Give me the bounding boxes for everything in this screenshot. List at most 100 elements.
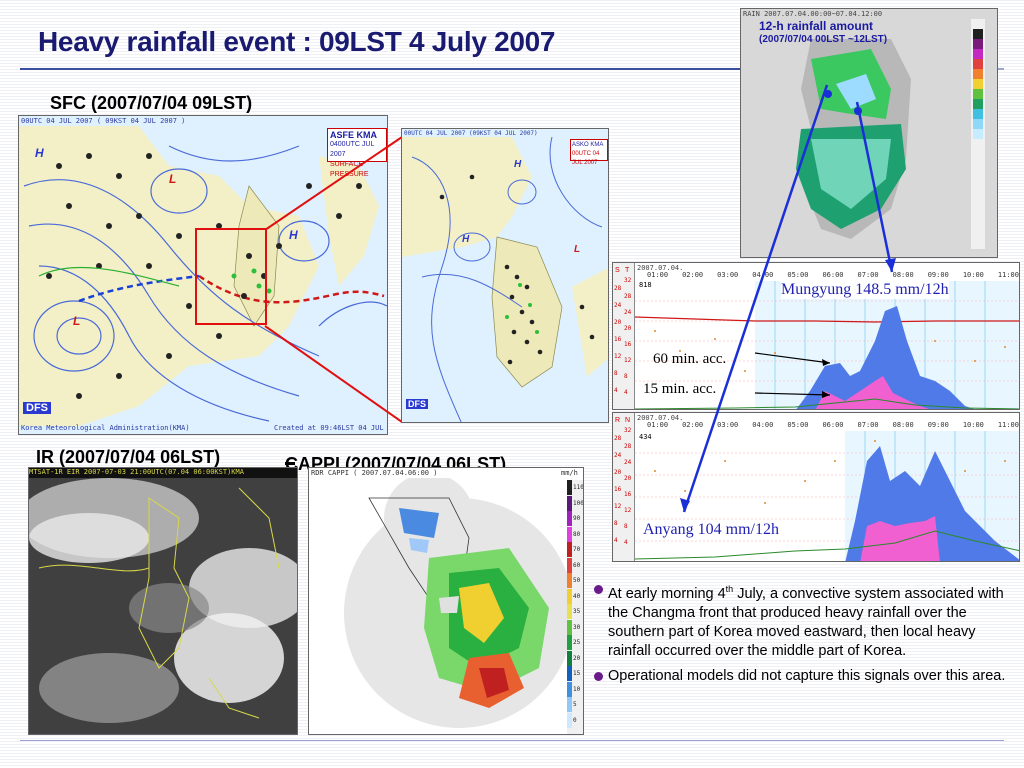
ts-bottom-time-10: 11:00 — [997, 421, 1019, 429]
ts-bottom-right-tick-2: 24 — [624, 459, 632, 466]
cappi-scale-swatch-8 — [567, 604, 572, 619]
ts-bottom-time-9: 10:00 — [962, 421, 984, 429]
ts-top-plot — [635, 281, 1019, 409]
cappi-scale-label-7: 40 — [573, 592, 581, 600]
ts-bottom-left-tick-5: 8 — [614, 520, 618, 527]
ts-bottom-left-tick-0: 28 — [614, 435, 622, 442]
bullet-1-sup: th — [725, 584, 734, 594]
zoom-high-2: H — [462, 234, 470, 245]
ts-bottom-right-tick-6: 8 — [624, 523, 628, 530]
ts-top-left-tick-5: 8 — [614, 370, 618, 377]
zoom-weather-map: 00UTC 04 JUL 2007 (09KST 04 JUL 2007) AS… — [401, 128, 609, 423]
title-divider — [20, 68, 740, 70]
bullet-2-text: Operational models did not capture this … — [608, 667, 1006, 684]
ts-bottom-plot — [635, 431, 1019, 561]
bottom-divider — [20, 740, 1004, 741]
sfc-caption: SFC (2007/07/04 09LST) — [50, 93, 253, 113]
cappi-unit: mm/h — [561, 469, 578, 477]
sfc-high-1: H — [35, 146, 44, 160]
ts-top-station: 818 — [639, 281, 652, 289]
cappi-scale-swatch-13 — [567, 681, 572, 697]
bullet-2: Operational models did not capture this … — [594, 667, 1014, 686]
ts-bottom-right-tick-4: 16 — [624, 491, 632, 498]
cappi-scale-label-11: 20 — [573, 654, 581, 662]
sfc-footer-right: Created at 09:46LST 04 JUL 2007 — [274, 424, 387, 432]
ts-bottom-time-4: 05:00 — [787, 421, 809, 429]
ts-top-left-tick-3: 16 — [614, 336, 622, 343]
ts-top-time-10: 11:00 — [997, 271, 1019, 279]
bullet-1-pre: At early morning 4 — [608, 585, 726, 602]
ts-bottom-time-5: 06:00 — [822, 421, 844, 429]
ts-top-left-tick-1: 24 — [614, 302, 622, 309]
cappi-scale-label-2: 90 — [573, 515, 581, 522]
cappi-scale-swatch-9 — [567, 619, 572, 635]
ts-bottom-left-tick-6: 4 — [614, 537, 618, 544]
ir-satellite-image: MTSAT-1R EIR 2007-07-03 21:00UTC(07.04 0… — [28, 467, 298, 735]
asfe-badge: ASFE KMA 0400UTC JUL 2007 SURFACE PRESSU… — [327, 128, 387, 178]
ts-top-right-tick-2: 24 — [624, 309, 632, 316]
ts-bottom-left-tick-1: 24 — [614, 452, 622, 459]
cappi-scale-swatch-2 — [567, 511, 572, 526]
ts-bottom-left-tick-2: 20 — [614, 469, 622, 476]
rain-map-title-1: 12-h rainfall amount — [759, 19, 874, 33]
ts-bottom-time-0: 01:00 — [647, 421, 669, 429]
ts-bottom-time-3: 04:00 — [752, 421, 774, 429]
ts-top-right-tick-1: 28 — [624, 293, 632, 300]
ts-top-right-tick-0: 32 — [624, 277, 632, 284]
cappi-scale-label-6: 50 — [573, 577, 581, 584]
ts-bottom-time-2: 03:00 — [717, 421, 739, 429]
ts-bottom-station: 434 — [639, 433, 652, 441]
sfc-low-2: L — [73, 314, 81, 328]
zoom-high-1: H — [514, 159, 522, 170]
cappi-scale-swatch-3 — [567, 526, 572, 542]
ts-top-time-4: 05:00 — [787, 271, 809, 279]
ts-bottom-right-tick-0: 32 — [624, 427, 632, 434]
ts-top-right-tick-3: 20 — [624, 325, 632, 332]
ts-top-time-1: 02:00 — [682, 271, 704, 279]
ts-bottom-right-tick-1: 28 — [624, 443, 632, 450]
ir-caption: IR (2007/07/04 06LST) — [36, 447, 221, 467]
cappi-scale-label-14: 5 — [573, 701, 577, 708]
ts-top-time-5: 06:00 — [822, 271, 844, 279]
asko-line1: ASKO KMA — [572, 142, 604, 148]
cappi-graphic — [344, 478, 567, 728]
ir-graphic — [29, 478, 297, 734]
cappi-scale-swatch-4 — [567, 542, 572, 557]
rain-map-title-2: (2007/07/04 00LST ~12LST) — [759, 34, 888, 45]
zoom-map-graphic — [402, 137, 608, 422]
zoom-low-1: L — [574, 244, 581, 255]
cappi-color-scale: 110 100 90 80 70 60 50 40 35 30 25 20 15 10 5 0 — [567, 480, 583, 734]
ts-top-left-tick-6: 4 — [614, 387, 618, 394]
ts-top-left-tick-0: 28 — [614, 285, 622, 292]
cappi-caption-marker — [285, 462, 295, 465]
ts-top-col-t: T — [625, 267, 630, 274]
ts-top-time-7: 08:00 — [892, 271, 914, 279]
cappi-scale-label-12: 15 — [573, 670, 581, 677]
cappi-scale-label-3: 80 — [573, 530, 581, 538]
ts-top-time-8: 09:00 — [927, 271, 949, 279]
ts-top-left-tick-4: 12 — [614, 353, 622, 360]
ts-bottom-left-tick-4: 12 — [614, 503, 622, 510]
sfc-map-graphic — [19, 126, 387, 426]
cappi-scale-swatch-6 — [567, 573, 572, 588]
cappi-scale-label-10: 25 — [573, 639, 581, 646]
cappi-scale-swatch-7 — [567, 588, 572, 604]
cappi-scale-swatch-12 — [567, 666, 572, 681]
acc60-label: 60 min. acc. — [653, 351, 727, 367]
ts-bottom-date: 2007.07.04. — [637, 414, 684, 422]
ts-bottom-time-6: 07:00 — [857, 421, 879, 429]
summary-bullets: At early morning 4th July, a convective … — [594, 580, 1014, 692]
cappi-scale-swatch-15 — [567, 712, 572, 728]
rain-map-header: RAIN 2007.07.04.00:00~07.04.12:00 — [743, 10, 883, 18]
ts-top-time-0: 01:00 — [647, 271, 669, 279]
cappi-scale-label-13: 10 — [573, 685, 581, 693]
ir-header: MTSAT-1R EIR 2007-07-03 21:00UTC(07.04 0… — [29, 468, 297, 478]
ts-bottom-time-row: 01:00 02:00 03:00 04:00 05:00 06:00 07:00 08:00… — [635, 421, 1019, 431]
cappi-scale-swatch-1 — [567, 495, 572, 511]
sfc-low-1: L — [169, 172, 177, 186]
ts-bottom-col-n: N — [625, 417, 631, 424]
ts-top-right-tick-7: 4 — [624, 389, 628, 396]
cappi-scale-label-1: 100 — [573, 499, 584, 507]
ts-top-right-tick-5: 12 — [624, 357, 632, 364]
cappi-scale-swatch-5 — [567, 557, 572, 573]
